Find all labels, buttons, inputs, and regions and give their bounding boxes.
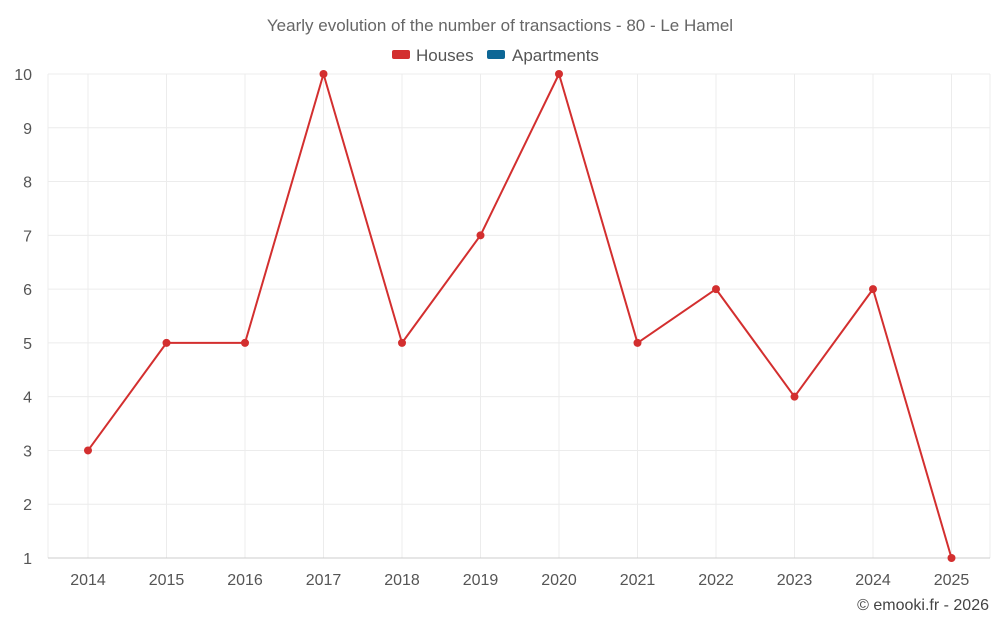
- gridlines: [47, 73, 991, 558]
- data-point[interactable]: [790, 392, 799, 401]
- y-tick-label: 6: [23, 282, 32, 299]
- x-tick-label: 2023: [777, 572, 813, 589]
- series-houses: [84, 70, 956, 562]
- data-point[interactable]: [869, 285, 877, 294]
- y-tick-label: 8: [23, 175, 32, 192]
- y-axis-ticks: 1 2 3 4 5 6 7 8 9 10: [14, 67, 32, 568]
- y-tick-label: 9: [23, 121, 32, 138]
- data-point[interactable]: [712, 285, 720, 294]
- legend-label-apartments: Apartments: [512, 46, 599, 65]
- x-axis-ticks: 2014 2015 2016 2017 2018 2019 2020 2021 2022 2023…: [70, 572, 969, 589]
- x-tick-label: 2018: [384, 572, 420, 589]
- x-tick-label: 2015: [149, 572, 185, 589]
- legend-item-apartments[interactable]: Apartments: [487, 46, 599, 65]
- legend-swatch-apartments: [487, 50, 505, 59]
- x-tick-label: 2025: [934, 572, 970, 589]
- x-tick-label: 2019: [463, 572, 499, 589]
- x-tick-label: 2024: [855, 572, 891, 589]
- chart-title: Yearly evolution of the number of transa…: [267, 16, 733, 35]
- credit-text: © emooki.fr - 2026: [857, 597, 989, 614]
- series-line-houses: [87, 73, 953, 559]
- x-tick-label: 2020: [541, 572, 577, 589]
- data-point[interactable]: [319, 70, 328, 78]
- y-tick-label: 5: [23, 336, 32, 353]
- data-point[interactable]: [162, 338, 171, 347]
- data-point[interactable]: [633, 338, 642, 347]
- y-tick-label: 4: [23, 390, 32, 407]
- data-point[interactable]: [241, 338, 249, 347]
- data-point[interactable]: [947, 554, 956, 562]
- x-tick-label: 2021: [620, 572, 656, 589]
- data-point[interactable]: [476, 231, 485, 240]
- x-tick-label: 2017: [306, 572, 342, 589]
- legend-item-houses[interactable]: Houses: [392, 46, 474, 65]
- legend-swatch-houses: [392, 50, 410, 59]
- y-tick-label: 3: [23, 443, 32, 460]
- data-point[interactable]: [84, 446, 92, 455]
- x-tick-label: 2016: [227, 572, 263, 589]
- y-tick-label: 2: [23, 497, 32, 514]
- data-point[interactable]: [555, 70, 563, 78]
- x-tick-label: 2022: [698, 572, 734, 589]
- x-tick-label: 2014: [70, 572, 106, 589]
- legend-label-houses: Houses: [416, 46, 474, 65]
- y-tick-label: 1: [23, 551, 32, 568]
- legend: Houses Apartments: [392, 46, 599, 65]
- y-tick-label: 7: [23, 228, 32, 245]
- data-point[interactable]: [398, 338, 406, 347]
- y-tick-label: 10: [14, 67, 32, 84]
